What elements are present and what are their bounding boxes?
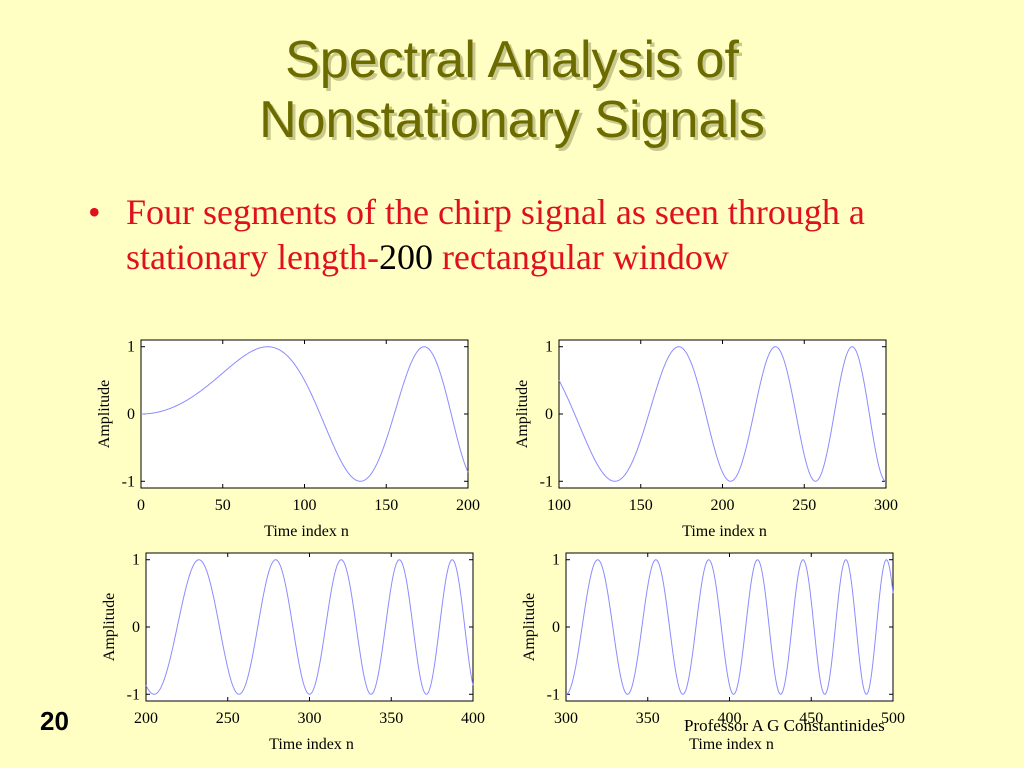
chart-3-y-axis-label: Amplitude: [101, 593, 118, 661]
bullet-text: Four segments of the chirp signal as see…: [126, 190, 968, 280]
chart-1-xtick-label: 200: [456, 497, 480, 514]
chart-3-signal-line: [145, 559, 474, 695]
chart-1-x-axis-label: Time index n: [264, 523, 349, 540]
bullet-text-after: rectangular window: [432, 237, 729, 277]
chart-1-signal-line: [141, 346, 469, 482]
bullet-text-before: Four segments of the chirp signal as see…: [126, 192, 865, 277]
chart-4-ytick-label: 0: [552, 619, 560, 636]
chart-2-plot-area: [558, 339, 887, 489]
chart-1-xtick-label: 50: [215, 497, 231, 514]
chart-1-y-axis-label: Amplitude: [96, 380, 113, 448]
chart-2-x-axis-label: Time index n: [682, 523, 767, 540]
chart-4-y-axis-label: Amplitude: [521, 593, 538, 661]
chart-4-plot-area: [565, 552, 894, 702]
chart-1-plot-area: [140, 339, 469, 489]
chart-2-xtick-label: 300: [874, 497, 898, 514]
chart-2-ytick-label: -1: [540, 473, 553, 490]
chart-3-xtick-label: 250: [216, 710, 240, 727]
chart-3-x-axis-label: Time index n: [269, 736, 354, 753]
chart-4-xtick-label: 400: [718, 710, 742, 727]
footer-author: Professor A G Constantinides: [684, 716, 885, 735]
bullet-number: 200: [378, 237, 433, 277]
chart-4-xtick-label: 500: [881, 710, 905, 727]
chart-1-ytick-label: -1: [122, 473, 135, 490]
chart-1-xtick-label: 100: [293, 497, 317, 514]
chart-3-xtick-label: 200: [134, 710, 158, 727]
chart-1-ytick-label: 1: [127, 339, 135, 356]
title-line-1: Spectral Analysis of: [285, 31, 739, 89]
chart-2-signal-line: [558, 346, 887, 482]
chart-4-xtick-label: 450: [799, 710, 823, 727]
chart-4-signal-line: [565, 559, 894, 695]
chart-1-ytick-label: 0: [127, 406, 135, 423]
chart-4-x-axis-label: Time index n: [689, 736, 774, 753]
chart-3-xtick-label: 300: [298, 710, 322, 727]
slide-number: 20: [40, 706, 69, 736]
chart-2-y-axis-label: Amplitude: [514, 380, 531, 448]
title-line-2: Nonstationary Signals: [259, 91, 765, 149]
chart-2-xtick-label: 200: [711, 497, 735, 514]
chart-2-xtick-label: 150: [629, 497, 653, 514]
chart-4-xtick-label: 300: [554, 710, 578, 727]
chart-4-xtick-label: 350: [636, 710, 660, 727]
chart-2-xtick-label: 100: [547, 497, 571, 514]
chart-1-xtick-label: 0: [137, 497, 145, 514]
chart-1-xtick-label: 150: [374, 497, 398, 514]
chart-3-xtick-label: 350: [379, 710, 403, 727]
chart-3-ytick-label: 1: [132, 552, 140, 569]
chart-3-xtick-label: 400: [461, 710, 485, 727]
chart-3-plot-area: [145, 552, 474, 702]
chart-2-ytick-label: 0: [545, 406, 553, 423]
chart-2-ytick-label: 1: [545, 339, 553, 356]
chart-2-xtick-label: 250: [792, 497, 816, 514]
chart-3-ytick-label: -1: [127, 686, 140, 703]
slide-title: Spectral Analysis of Nonstationary Signa…: [0, 30, 1024, 150]
chart-3-ytick-label: 0: [132, 619, 140, 636]
chart-4-ytick-label: 1: [552, 552, 560, 569]
bullet-symbol: •: [88, 192, 101, 232]
bullet-point: • Four segments of the chirp signal as s…: [88, 190, 968, 280]
chart-4-ytick-label: -1: [547, 686, 560, 703]
